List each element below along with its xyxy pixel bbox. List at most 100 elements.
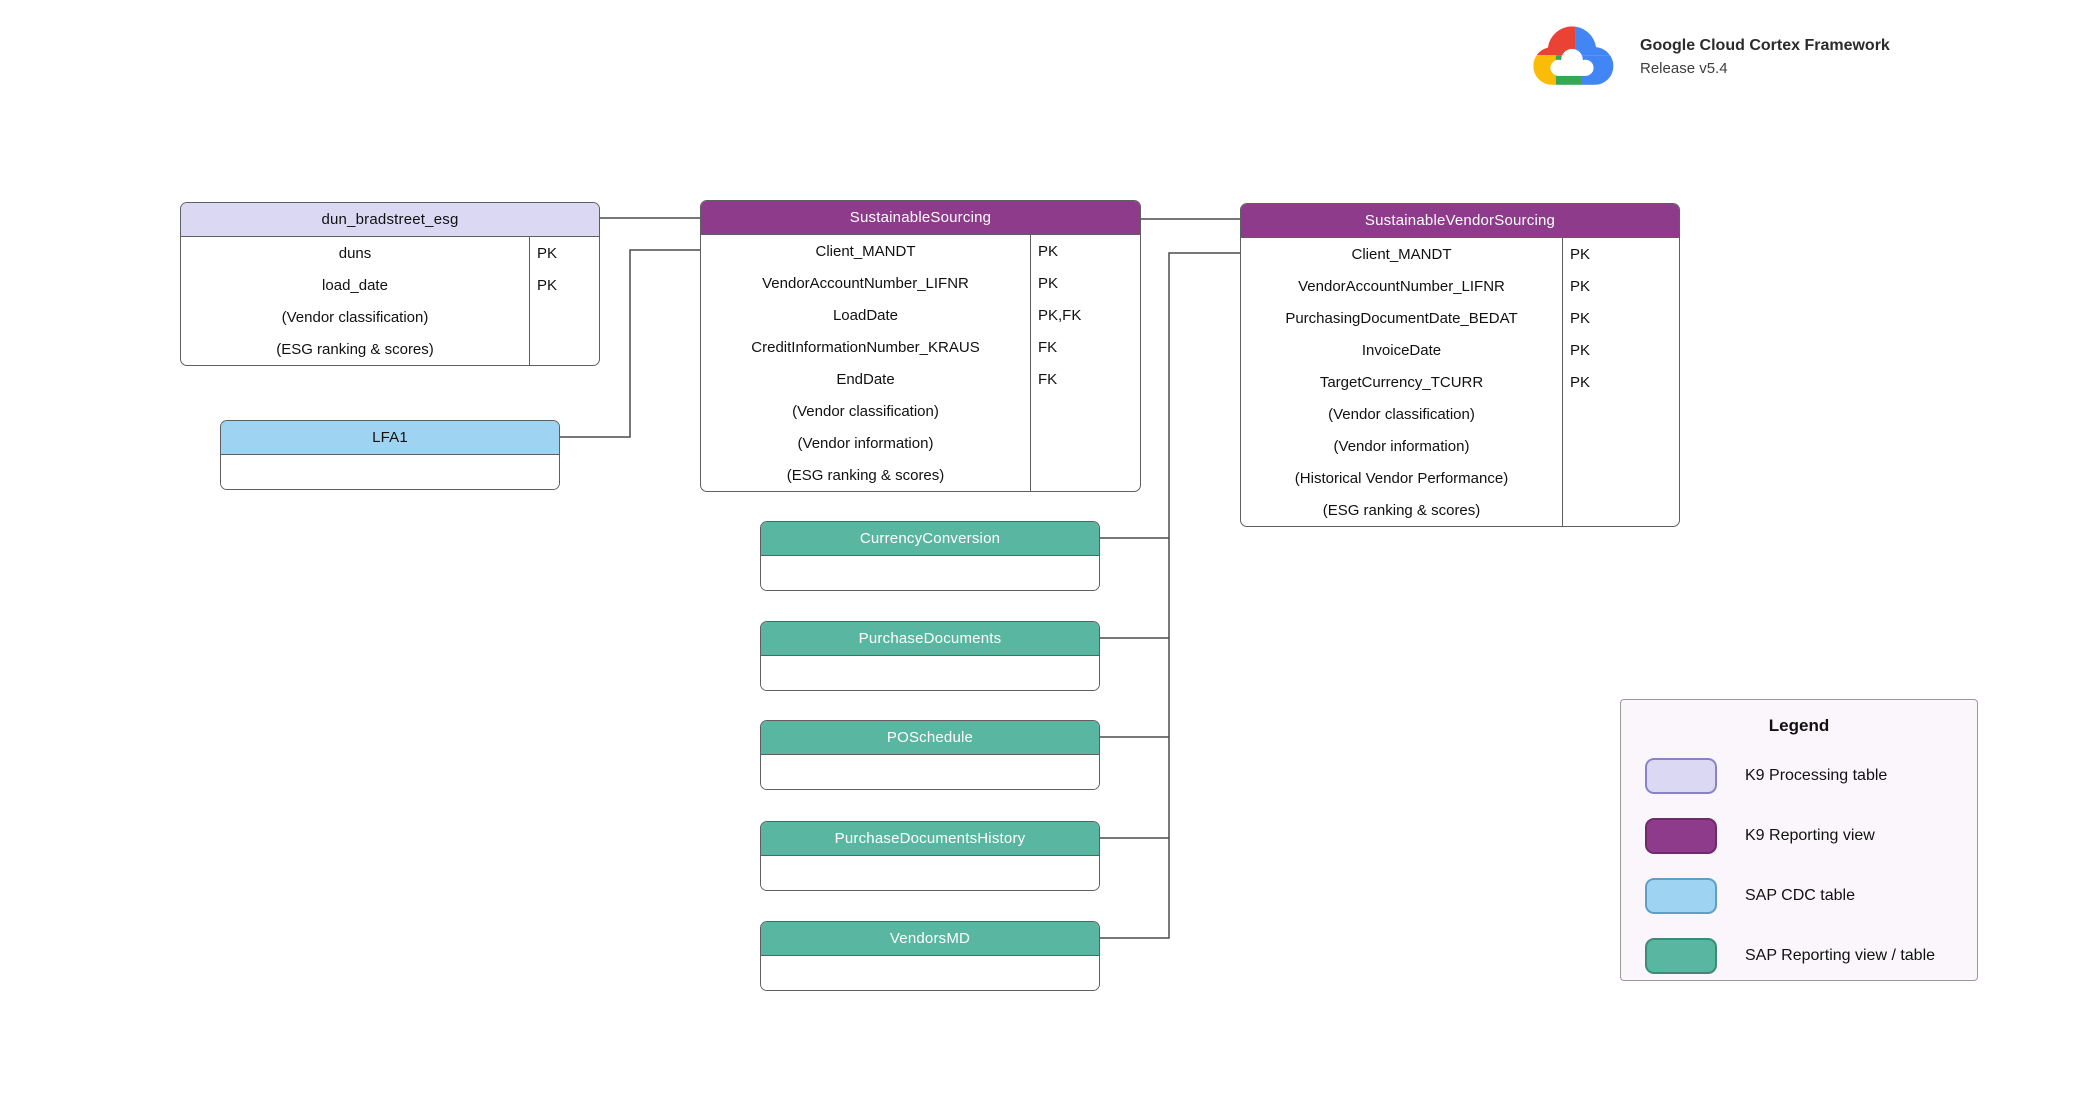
attribute-row: (Vendor classification)	[701, 395, 1140, 427]
attribute-name: VendorAccountNumber_LIFNR	[762, 274, 969, 292]
attribute-name: load_date	[322, 276, 388, 294]
attribute-name: CreditInformationNumber_KRAUS	[751, 338, 980, 356]
attribute-key: PK	[1562, 270, 1679, 302]
attribute-key	[529, 301, 599, 333]
entity-empty-body	[761, 556, 1099, 590]
attribute-row: CreditInformationNumber_KRAUS FK	[701, 331, 1140, 363]
attribute-name: TargetCurrency_TCURR	[1319, 373, 1484, 391]
entity-title: PurchaseDocumentsHistory	[761, 822, 1099, 856]
attribute-name: EndDate	[836, 370, 895, 388]
entity-empty-body	[221, 455, 559, 489]
attribute-row: PurchasingDocumentDate_BEDAT PK	[1241, 302, 1679, 334]
legend-color-swatch	[1645, 878, 1717, 914]
attribute-row: (ESG ranking & scores)	[701, 459, 1140, 491]
entity-table-dun-bradstreet-esg: dun_bradstreet_esg duns PK load_date PK …	[180, 202, 600, 366]
attribute-name: (ESG ranking & scores)	[1322, 501, 1481, 519]
attribute-key: FK	[1030, 363, 1140, 395]
attribute-name: LoadDate	[832, 306, 899, 324]
attribute-row: LoadDate PK,FK	[701, 299, 1140, 331]
attribute-key: FK	[1030, 331, 1140, 363]
attribute-key	[1030, 459, 1140, 491]
attribute-key: PK	[1562, 334, 1679, 366]
entity-table-purchasedocumentshistory: PurchaseDocumentsHistory	[760, 821, 1100, 891]
legend-item: SAP CDC table	[1621, 866, 1977, 926]
legend-item-label: SAP Reporting view / table	[1745, 947, 1936, 964]
attribute-name: duns	[338, 244, 372, 262]
entity-title: POSchedule	[761, 721, 1099, 755]
edge-lfa1-sustainablesourcing	[560, 249, 700, 438]
attribute-key: PK,FK	[1030, 299, 1140, 331]
attribute-name: (Historical Vendor Performance)	[1294, 469, 1509, 487]
attribute-row: Client_MANDT PK	[701, 235, 1140, 267]
attribute-name: (ESG ranking & scores)	[786, 466, 945, 484]
entity-title: SustainableVendorSourcing	[1241, 204, 1679, 238]
entity-title: SustainableSourcing	[701, 201, 1140, 235]
legend: Legend K9 Processing table K9 Reporting …	[1620, 699, 1978, 981]
attribute-row: (ESG ranking & scores)	[181, 333, 599, 365]
attribute-row: (ESG ranking & scores)	[1241, 494, 1679, 526]
attribute-name: PurchasingDocumentDate_BEDAT	[1285, 309, 1518, 327]
legend-item-label: K9 Processing table	[1745, 767, 1888, 784]
entity-table-poschedule: POSchedule	[760, 720, 1100, 790]
attribute-row: (Historical Vendor Performance)	[1241, 462, 1679, 494]
entity-empty-body	[761, 755, 1099, 789]
entity-table-currencyconversion: CurrencyConversion	[760, 521, 1100, 591]
attribute-key	[1562, 430, 1679, 462]
attribute-row: TargetCurrency_TCURR PK	[1241, 366, 1679, 398]
product-title: Google Cloud Cortex Framework	[1640, 37, 1890, 54]
attribute-row: load_date PK	[181, 269, 599, 301]
legend-item: K9 Reporting view	[1621, 806, 1977, 866]
edge-sap-tables-trunk	[1100, 252, 1240, 939]
attribute-name: Client_MANDT	[815, 242, 916, 260]
legend-item: K9 Processing table	[1621, 746, 1977, 806]
google-cloud-logo-icon	[1533, 26, 1614, 85]
entity-empty-body	[761, 856, 1099, 890]
attribute-row: (Vendor information)	[701, 427, 1140, 459]
legend-title: Legend	[1768, 716, 1830, 735]
attribute-row: VendorAccountNumber_LIFNR PK	[1241, 270, 1679, 302]
attribute-name: (Vendor classification)	[1328, 405, 1475, 423]
attribute-row: (Vendor information)	[1241, 430, 1679, 462]
entity-rows: Client_MANDT PK VendorAccountNumber_LIFN…	[701, 235, 1140, 491]
entity-title: dun_bradstreet_esg	[181, 203, 599, 237]
attribute-name: (ESG ranking & scores)	[276, 340, 434, 358]
entity-rows: Client_MANDT PK VendorAccountNumber_LIFN…	[1241, 238, 1679, 526]
entity-rows: duns PK load_date PK (Vendor classificat…	[181, 237, 599, 365]
attribute-key	[529, 333, 599, 365]
legend-item: SAP Reporting view / table	[1621, 926, 1977, 986]
attribute-row: InvoiceDate PK	[1241, 334, 1679, 366]
brand-header: Google Cloud Cortex Framework Release v5…	[1518, 12, 1890, 102]
attribute-key	[1030, 427, 1140, 459]
release-version: Release v5.4	[1640, 60, 1728, 77]
entity-title: LFA1	[221, 421, 559, 455]
legend-color-swatch	[1645, 818, 1717, 854]
entity-title: VendorsMD	[761, 922, 1099, 956]
entity-title: PurchaseDocuments	[761, 622, 1099, 656]
attribute-key: PK	[529, 237, 599, 269]
entity-table-vendorsmd: VendorsMD	[760, 921, 1100, 991]
entity-table-lfa1: LFA1	[220, 420, 560, 490]
entity-table-sustainablesourcing: SustainableSourcing Client_MANDT PK Vend…	[700, 200, 1141, 492]
attribute-name: Client_MANDT	[1351, 245, 1452, 263]
attribute-key	[1562, 494, 1679, 526]
legend-items: K9 Processing table K9 Reporting view SA…	[1621, 746, 1977, 986]
attribute-row: (Vendor classification)	[181, 301, 599, 333]
attribute-key: PK	[1562, 238, 1679, 270]
attribute-row: (Vendor classification)	[1241, 398, 1679, 430]
attribute-name: (Vendor classification)	[792, 402, 939, 420]
attribute-name: (Vendor classification)	[281, 308, 429, 326]
attribute-key: PK	[1562, 366, 1679, 398]
attribute-key: PK	[1562, 302, 1679, 334]
legend-color-swatch	[1645, 938, 1717, 974]
attribute-key: PK	[1030, 267, 1140, 299]
attribute-row: Client_MANDT PK	[1241, 238, 1679, 270]
attribute-key	[1562, 462, 1679, 494]
entity-empty-body	[761, 956, 1099, 990]
entity-title: CurrencyConversion	[761, 522, 1099, 556]
attribute-row: duns PK	[181, 237, 599, 269]
entity-table-purchasedocuments: PurchaseDocuments	[760, 621, 1100, 691]
legend-item-label: SAP CDC table	[1745, 887, 1855, 904]
entity-table-sustainablevendorsourcing: SustainableVendorSourcing Client_MANDT P…	[1240, 203, 1680, 527]
